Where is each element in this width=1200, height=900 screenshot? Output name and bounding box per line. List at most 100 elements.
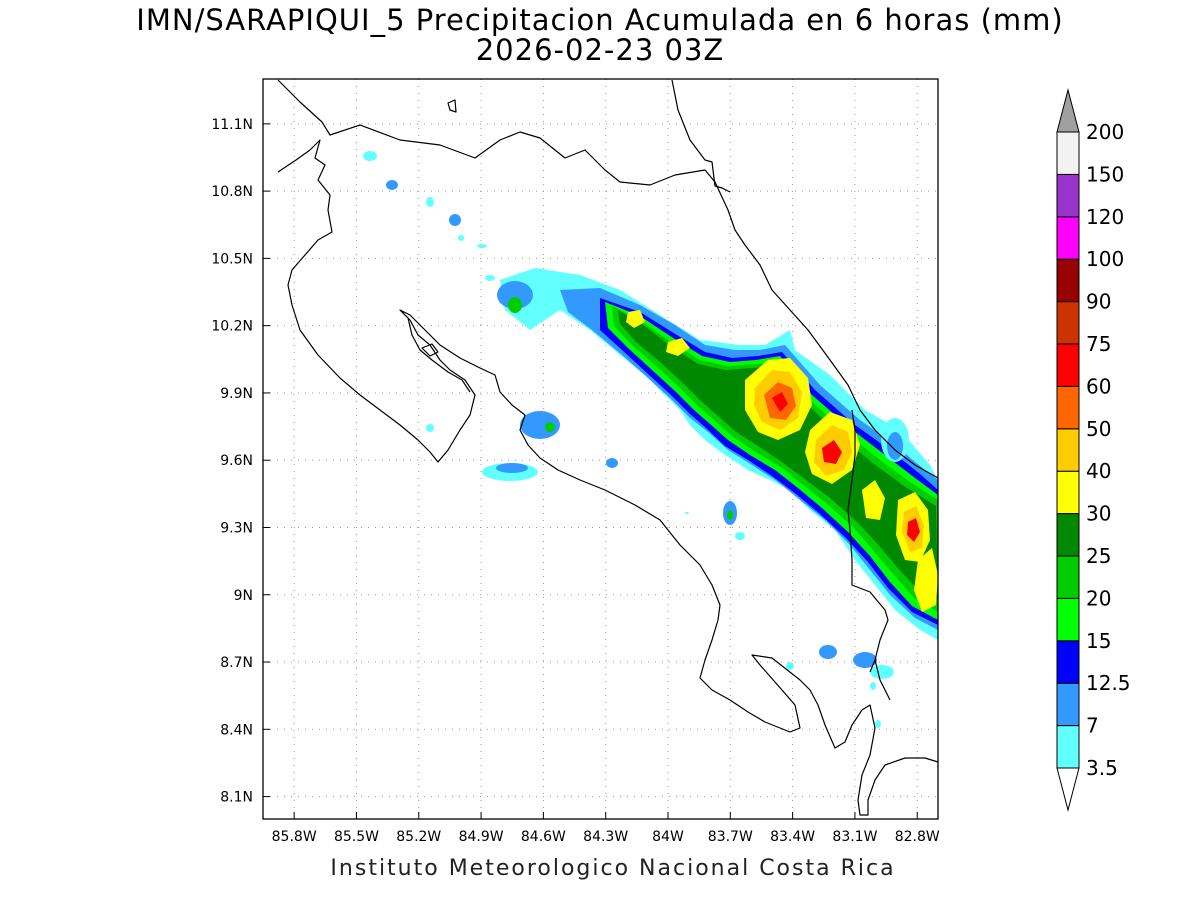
legend-min-triangle — [1056, 767, 1080, 812]
lat-tick-label: 10.8N — [211, 184, 253, 200]
lat-tick-label: 9.3N — [220, 520, 253, 536]
lon-tick-label: 84.3W — [583, 829, 628, 845]
legend-swatch — [1056, 725, 1080, 769]
legend-label: 12.5 — [1086, 671, 1131, 695]
lon-tick-label: 83.1W — [832, 829, 877, 845]
precip-core-red-2 — [772, 392, 788, 412]
coastline-sout — [874, 659, 891, 701]
legend-label: 20 — [1086, 586, 1111, 610]
legend-swatch — [1056, 640, 1080, 684]
legend-swatch — [1056, 173, 1080, 218]
legend-label: 75 — [1086, 332, 1111, 356]
precip-cell — [870, 682, 876, 690]
precip-cell — [458, 235, 464, 241]
lat-tick-label: 9.6N — [220, 453, 253, 469]
coastline-gulf-inner — [399, 309, 471, 393]
coastline — [277, 79, 939, 816]
precip-cell — [496, 463, 528, 473]
legend-max-triangle — [1056, 88, 1080, 133]
legend-swatch — [1056, 343, 1080, 387]
axis-ticks: 11.1N 10.8N 10.5N 10.2N 9.9N 9.6N 9.3N 9N 8.7N 8.… — [211, 117, 940, 845]
legend-label: 100 — [1086, 247, 1124, 271]
map-subtitle: 2026-02-23 03Z — [475, 33, 725, 67]
lon-tick-label: 85.2W — [396, 829, 441, 845]
precip-cell — [606, 458, 618, 468]
lon-tick-label: 85.5W — [334, 829, 379, 845]
lon-tick-label: 84.9W — [459, 829, 504, 845]
precip-cell — [887, 432, 903, 460]
coastline-pacific — [277, 139, 939, 816]
precip-cell — [685, 512, 689, 514]
legend-swatch — [1056, 682, 1080, 727]
legend-swatch — [1056, 597, 1080, 642]
precip-core-yellow-6 — [666, 338, 690, 356]
lat-tick-label: 9.9N — [220, 386, 253, 402]
legend-label: 150 — [1086, 162, 1124, 186]
precip-cell — [735, 532, 745, 540]
coastline-north — [277, 79, 939, 479]
precip-cell — [727, 510, 733, 520]
lon-tick-label: 85.8W — [272, 829, 317, 845]
lat-tick-label: 10.2N — [211, 319, 253, 335]
legend-swatch — [1056, 131, 1080, 175]
legend-label: 30 — [1086, 502, 1111, 526]
lon-tick-label: 84.6W — [521, 829, 566, 845]
legend-label: 120 — [1086, 205, 1124, 229]
precip-cell — [819, 645, 837, 659]
island-small — [447, 99, 457, 113]
precip-cell — [449, 214, 461, 226]
legend-swatch — [1056, 216, 1080, 260]
precip-cell — [426, 424, 434, 432]
island-chira — [421, 343, 439, 357]
border-panama — [847, 409, 889, 673]
lat-tick-label: 9N — [234, 588, 253, 604]
legend-label: 90 — [1086, 290, 1111, 314]
legend-swatch — [1056, 513, 1080, 557]
precip-core-red-3 — [822, 440, 842, 464]
legend-label: 7 — [1086, 714, 1099, 738]
precip-core-yellow-4 — [914, 548, 938, 612]
legend-label: 60 — [1086, 374, 1111, 398]
legend-label: 15 — [1086, 629, 1111, 653]
legend-swatch — [1056, 470, 1080, 515]
credit-text: Instituto Meteorologico Nacional Costa R… — [330, 856, 896, 881]
lat-tick-label: 8.7N — [220, 655, 253, 671]
map-frame — [262, 78, 939, 820]
precip-cell — [870, 665, 894, 679]
lon-tick-label: 84W — [652, 829, 684, 845]
precip-cell — [477, 244, 487, 248]
legend-swatch — [1056, 555, 1080, 599]
precip-cell — [485, 275, 495, 281]
legend-label: 50 — [1086, 417, 1111, 441]
map-title: IMN/SARAPIQUI_5 Precipitacion Acumulada … — [136, 3, 1064, 37]
lat-tick-label: 8.4N — [220, 722, 253, 738]
precip-core-yellow-7 — [626, 310, 645, 328]
legend-swatch — [1056, 385, 1080, 430]
legend-swatch — [1056, 301, 1080, 345]
precip-cell — [386, 180, 398, 190]
lat-tick-label: 11.1N — [211, 117, 253, 133]
precipitation-field — [363, 151, 938, 728]
color-legend: 3.5 7 12.5 15 20 25 30 40 50 60 75 90 100 120 150 200 — [1056, 88, 1131, 812]
precip-cell — [875, 720, 881, 728]
legend-swatch — [1056, 258, 1080, 303]
precip-band-darkgreen — [618, 310, 938, 600]
lat-tick-label: 10.5N — [211, 251, 253, 267]
lon-tick-label: 82.8W — [895, 829, 940, 845]
legend-swatch — [1056, 428, 1080, 472]
lon-tick-label: 83.4W — [770, 829, 815, 845]
lon-tick-label: 83.7W — [708, 829, 753, 845]
precip-core-yellow-5 — [862, 480, 885, 520]
lat-tick-label: 8.1N — [220, 790, 253, 806]
precip-cell — [508, 297, 522, 313]
precip-cell — [545, 422, 555, 432]
precip-cell — [497, 281, 533, 309]
precip-cell — [426, 197, 434, 207]
legend-label: 3.5 — [1086, 756, 1118, 780]
precip-cell — [363, 151, 377, 161]
precip-cell — [853, 652, 877, 668]
precip-cell — [786, 662, 794, 670]
coastline-caribbean-spur — [671, 79, 731, 193]
legend-label: 200 — [1086, 120, 1124, 144]
